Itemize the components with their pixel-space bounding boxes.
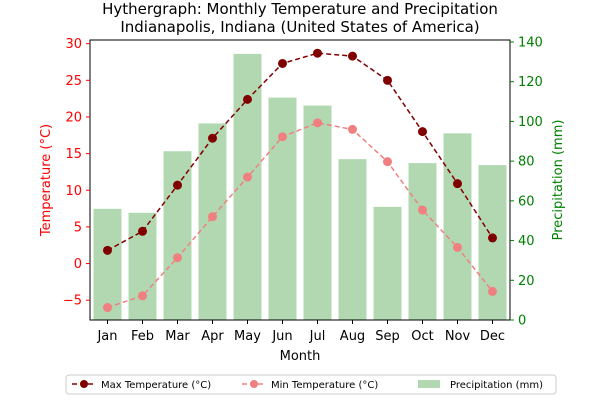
precipitation-bar-aug — [338, 159, 367, 320]
max-temp-point-may — [243, 94, 252, 104]
legend-min-temp-marker — [250, 380, 258, 388]
min-temp-point-mar — [173, 253, 182, 263]
y-right-tick-label: 40 — [518, 234, 535, 249]
y-left-tick-label: −5 — [63, 294, 82, 309]
y-axis-left-label: Temperature (°C) — [39, 124, 54, 237]
chart-title: Hythergraph: Monthly Temperature and Pre… — [102, 0, 498, 18]
max-temp-line — [107, 52, 494, 252]
min-temp-point-jun — [278, 132, 287, 142]
legend: Max Temperature (°C) Min Temperature (°C… — [65, 374, 557, 395]
temperature-lines — [103, 48, 497, 313]
max-temp-point-nov — [453, 179, 462, 189]
x-tick-label-mar: Mar — [165, 329, 190, 344]
precipitation-bar-sep — [373, 206, 402, 320]
precipitation-bar-nov — [443, 133, 472, 320]
min-temp-point-aug — [348, 124, 357, 134]
legend-precip-label: Precipitation (mm) — [450, 380, 543, 391]
x-tick-label-oct: Oct — [411, 329, 433, 344]
min-temp-point-may — [243, 172, 252, 182]
y-left-tick-label: 30 — [65, 37, 82, 52]
x-tick-label-feb: Feb — [131, 329, 154, 344]
chart-subtitle: Indianapolis, Indiana (United States of … — [120, 18, 479, 36]
min-temp-point-sep — [383, 157, 392, 167]
legend-precip-swatch — [418, 380, 440, 388]
y-left-tick-label: 5 — [74, 220, 82, 235]
x-tick-label-jan: Jan — [96, 329, 117, 344]
y-right-tick-label: 100 — [518, 115, 543, 130]
legend-item-min-temp: Min Temperature (°C) — [242, 380, 378, 391]
min-temp-point-oct — [418, 205, 427, 215]
min-temp-point-jul — [313, 118, 322, 128]
precipitation-bar-jul — [303, 105, 332, 320]
x-tick-label-apr: Apr — [201, 329, 224, 344]
y-left-tick-label: 20 — [65, 110, 82, 125]
max-temp-point-mar — [173, 180, 182, 190]
y-left-tick-label: 25 — [65, 74, 82, 89]
min-temp-line — [107, 122, 494, 309]
precipitation-bar-apr — [198, 123, 227, 320]
max-temp-point-dec — [488, 233, 497, 243]
x-tick-label-dec: Dec — [480, 329, 505, 344]
y-left-tick-label: 15 — [65, 147, 82, 162]
y-axis-right-label: Precipitation (mm) — [551, 120, 566, 241]
precipitation-bar-may — [233, 53, 262, 321]
legend-item-max-temp: Max Temperature (°C) — [72, 380, 211, 391]
max-temp-point-jun — [278, 58, 287, 68]
y-left-tick-label: 10 — [65, 184, 82, 199]
legend-min-temp-label: Min Temperature (°C) — [271, 380, 378, 391]
y-right-tick-label: 120 — [518, 75, 543, 90]
max-temp-point-feb — [138, 226, 147, 236]
precipitation-bar-jan — [93, 208, 122, 320]
legend-item-precipitation: Precipitation (mm) — [418, 380, 543, 391]
min-temp-point-dec — [488, 286, 497, 296]
max-temp-point-apr — [208, 133, 217, 143]
precipitation-bar-dec — [478, 165, 507, 320]
legend-max-temp-marker — [80, 380, 88, 388]
max-temp-point-aug — [348, 51, 357, 61]
precipitation-bars — [93, 53, 507, 321]
max-temp-point-jan — [103, 245, 112, 255]
x-tick-label-sep: Sep — [375, 329, 400, 344]
axes: Jan Feb Mar Apr May Jun Jul Aug Sep Oct Nov Dec −5 0 5… — [63, 35, 543, 344]
min-temp-point-apr — [208, 212, 217, 222]
precipitation-bar-oct — [408, 163, 437, 320]
y-right-tick-label: 60 — [518, 194, 535, 209]
max-temp-point-sep — [383, 75, 392, 85]
plot-frame — [89, 39, 511, 321]
y-right-tick-label: 80 — [518, 155, 535, 170]
precipitation-bar-jun — [268, 97, 297, 320]
max-temp-point-oct — [418, 127, 427, 137]
legend-max-temp-label: Max Temperature (°C) — [101, 380, 211, 391]
min-temp-point-jan — [103, 303, 112, 313]
x-tick-label-may: May — [234, 329, 261, 344]
y-left-tick-label: 0 — [74, 257, 82, 272]
precipitation-bar-mar — [163, 151, 192, 320]
x-tick-label-jul: Jul — [309, 329, 326, 344]
y-right-tick-label: 0 — [518, 314, 526, 329]
y-right-tick-label: 140 — [518, 35, 543, 50]
y-right-tick-label: 20 — [518, 274, 535, 289]
x-tick-label-jun: Jun — [271, 329, 292, 344]
legend-box — [65, 374, 557, 395]
x-axis-label: Month — [280, 349, 321, 364]
max-temp-point-jul — [313, 48, 322, 58]
x-tick-label-nov: Nov — [445, 329, 471, 344]
plot-border — [89, 39, 511, 321]
min-temp-point-feb — [138, 291, 147, 301]
x-tick-label-aug: Aug — [340, 329, 365, 344]
min-temp-point-nov — [453, 242, 462, 252]
